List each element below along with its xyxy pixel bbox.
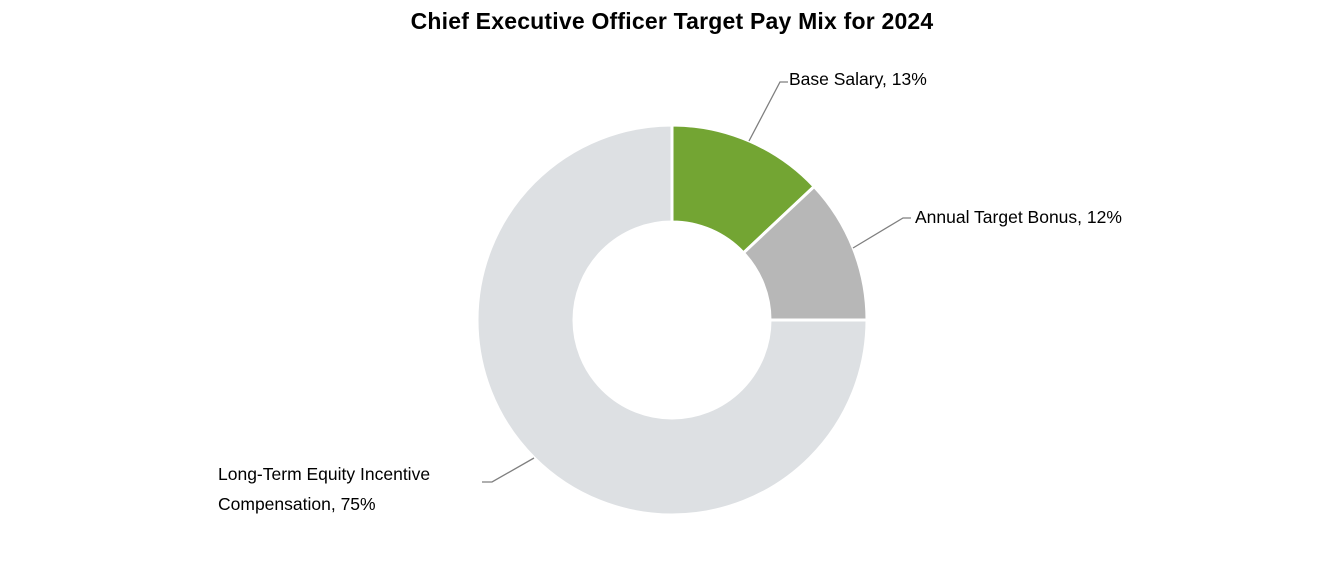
label-annual-target-bonus: Annual Target Bonus, 12% xyxy=(915,207,1122,227)
donut-slice-long-term-equity-incentive-compensation xyxy=(475,123,869,517)
leader-line-long-term-equity xyxy=(482,457,535,483)
label-base-salary: Base Salary, 13% xyxy=(789,69,927,89)
label-long-term-equity: Long-Term Equity Incentive Compensation,… xyxy=(218,459,430,519)
leader-line-annual-target-bonus xyxy=(852,217,911,249)
leader-line-base-salary xyxy=(748,81,788,142)
chart-title: Chief Executive Officer Target Pay Mix f… xyxy=(410,8,934,34)
label-long-term-equity-line1: Long-Term Equity Incentive xyxy=(218,464,431,484)
label-long-term-equity-line2: Compensation, 75% xyxy=(218,494,376,514)
